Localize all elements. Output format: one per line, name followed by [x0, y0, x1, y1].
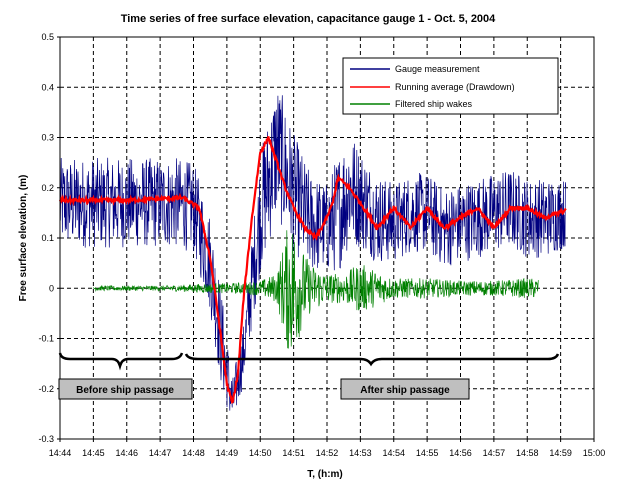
y-tick-label: 0.3 [41, 133, 54, 143]
y-tick-label: 0 [49, 283, 54, 293]
x-tick-label: 15:00 [583, 448, 606, 458]
x-tick-label: 14:49 [216, 448, 239, 458]
y-tick-label: 0.1 [41, 233, 54, 243]
legend: Gauge measurement Running average (Drawd… [342, 57, 559, 115]
y-axis-ticks: 0.5 0.4 0.3 0.2 0.1 0 -0.1 -0.2 -0.3 [38, 32, 60, 444]
after-passage-label: After ship passage [360, 385, 450, 396]
x-tick-label: 14:50 [249, 448, 272, 458]
series-filtered-ship-wakes [93, 230, 539, 349]
x-tick-label: 14:48 [182, 448, 205, 458]
x-tick-label: 14:51 [282, 448, 305, 458]
after-passage-box [340, 378, 470, 400]
legend-label-gauge: Gauge measurement [395, 64, 480, 74]
x-tick-label: 14:58 [516, 448, 539, 458]
y-tick-label: 0.2 [41, 183, 54, 193]
y-axis-label: Free surface elevation, (m) [18, 175, 29, 302]
x-axis-ticks: 14:44 14:45 14:46 14:47 14:48 14:49 14:50 14:51… [49, 439, 606, 458]
x-tick-label: 14:53 [349, 448, 372, 458]
y-tick-label: -0.3 [38, 434, 54, 444]
y-tick-label: 0.5 [41, 32, 54, 42]
x-tick-label: 14:52 [316, 448, 339, 458]
y-tick-label: -0.2 [38, 384, 54, 394]
x-tick-label: 14:44 [49, 448, 72, 458]
plot-border [59, 36, 595, 440]
x-axis-label: T, (h:m) [307, 469, 343, 480]
before-brace [58, 352, 184, 371]
x-tick-label: 14:46 [115, 448, 138, 458]
x-tick-label: 14:56 [449, 448, 472, 458]
legend-label-filtered: Filtered ship wakes [395, 99, 473, 109]
series-running-average [58, 136, 567, 405]
x-tick-label: 14:57 [483, 448, 506, 458]
x-tick-label: 14:54 [382, 448, 405, 458]
x-tick-label: 14:55 [416, 448, 439, 458]
x-tick-label: 14:47 [149, 448, 172, 458]
x-tick-label: 14:45 [82, 448, 105, 458]
before-passage-box [58, 378, 193, 400]
x-tick-label: 14:59 [549, 448, 572, 458]
after-brace [184, 353, 560, 367]
before-passage-label: Before ship passage [76, 385, 174, 396]
legend-label-running-average: Running average (Drawdown) [395, 82, 515, 92]
y-tick-label: -0.1 [38, 334, 54, 344]
chart-title: Time series of free surface elevation, c… [121, 13, 496, 25]
series-layer [58, 95, 567, 411]
y-tick-label: 0.4 [41, 82, 54, 92]
